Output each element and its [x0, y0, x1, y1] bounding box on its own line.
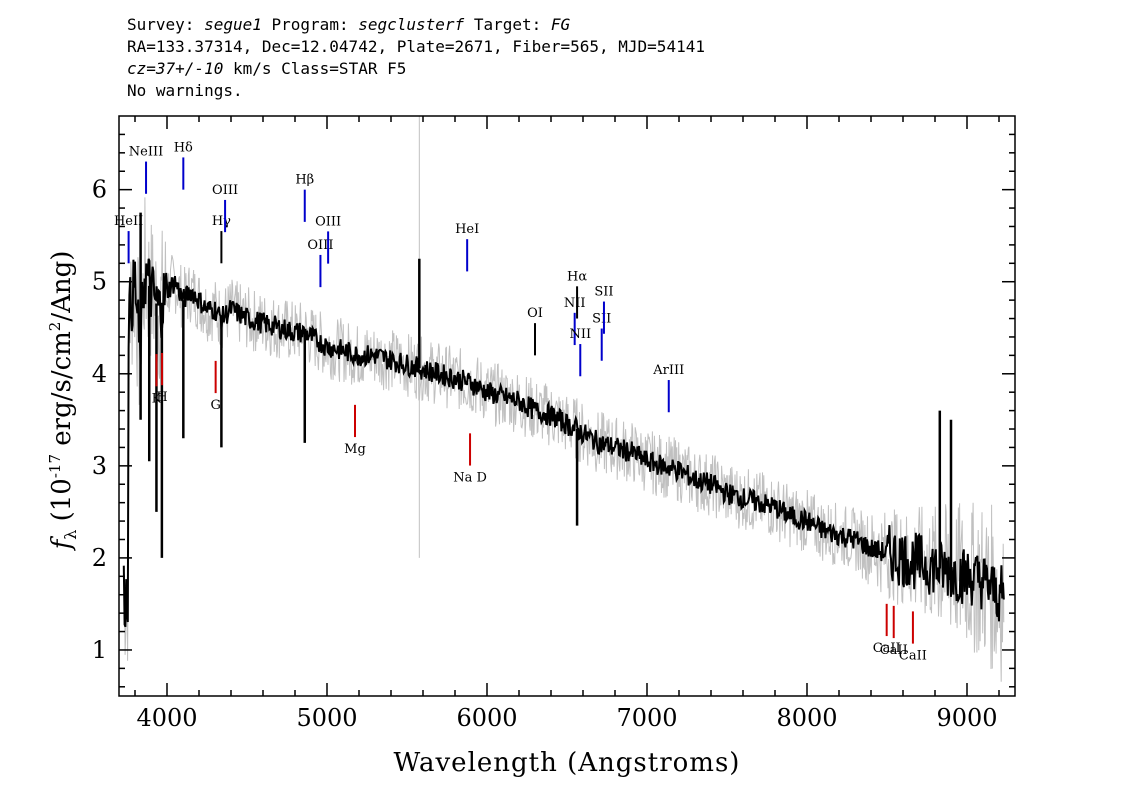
emission-line-label: Hδ [174, 140, 193, 155]
y-tick-label: 5 [92, 268, 107, 296]
absorption-line-label: CaII [880, 643, 908, 658]
x-tick-label: 9000 [936, 704, 997, 732]
y-axis-label: fλ (10-17 erg/s/cm2/Ang) [46, 251, 80, 552]
program-label: Program: [271, 15, 349, 34]
emission-line-label: HeII [114, 214, 143, 229]
emission-line-label: Hα [567, 269, 587, 284]
y-tick-label: 1 [92, 636, 107, 664]
emission-line-label: ArIII [652, 363, 684, 378]
header-line-2: RA=133.37314, Dec=12.04742, Plate=2671, … [127, 37, 705, 56]
absorption-line-label: CaII [873, 641, 901, 656]
emission-line-label: SII [594, 285, 613, 300]
emission-line-label: OIII [212, 183, 238, 198]
emission-line-label: HeI [455, 222, 479, 237]
survey-label: Survey: [127, 15, 195, 34]
y-tick-label: 3 [92, 452, 107, 480]
target-value: FG [550, 15, 571, 34]
y-tick-label: 4 [92, 360, 107, 388]
cz-class: km/s Class=STAR F5 [232, 59, 407, 78]
noise-series [123, 116, 1005, 682]
x-tick-label: 4000 [136, 704, 197, 732]
header-line-4: No warnings. [127, 81, 243, 100]
y-tick-label: 6 [92, 176, 107, 204]
x-tick-label: 6000 [456, 704, 517, 732]
absorption-line-label: Na D [453, 471, 487, 486]
y-tick-label: 2 [92, 544, 107, 572]
emission-line-label: SII [592, 312, 611, 327]
spectrum-header: Survey: segue1 Program: segclusterf Targ… [127, 14, 1087, 102]
emission-line-label: NII [569, 327, 591, 342]
emission-line-label: Hγ [212, 214, 231, 229]
absorption-line-label: Mg [344, 442, 366, 457]
emission-line-label: NII [564, 296, 586, 311]
target-label: Target: [473, 15, 542, 34]
spectral-line-markers: HeII NeIII Hδ Hγ OIII Hβ OIII OIII HeI OI NII Hα NII… [114, 140, 927, 663]
x-tick-label: 8000 [776, 704, 837, 732]
cz-value: cz=37+/-10 [127, 59, 224, 78]
survey-value: segue1 [204, 15, 262, 34]
x-axis-label: Wavelength (Angstroms) [394, 748, 741, 778]
x-tick-label: 5000 [296, 704, 357, 732]
x-tick-label: 7000 [616, 704, 677, 732]
emission-line-label: OI [527, 306, 543, 321]
header-line-1: Survey: segue1 Program: segclusterf Targ… [127, 14, 1087, 36]
program-value: segclusterf [358, 15, 465, 34]
absorption-line-label: CaII [899, 649, 927, 664]
emission-line-label: OIII [307, 238, 333, 253]
plot-frame [118, 115, 1016, 697]
axis-ticks: 4000 5000 6000 7000 8000 9000 1 2 3 4 5 6 [92, 116, 1015, 732]
flux-trace [122, 258, 1005, 628]
absorption-line-label: H [156, 390, 167, 405]
flux-series [122, 212, 1005, 628]
noise-trace [123, 197, 1005, 682]
header-line-3: cz=37+/-10 km/s Class=STAR F5 [127, 58, 1087, 80]
absorption-line-label: G [210, 398, 220, 413]
emission-line-label: NeIII [129, 145, 163, 160]
absorption-line-label: K [152, 391, 162, 406]
emission-line-label: OIII [315, 214, 341, 229]
emission-line-label: Hβ [295, 173, 314, 188]
